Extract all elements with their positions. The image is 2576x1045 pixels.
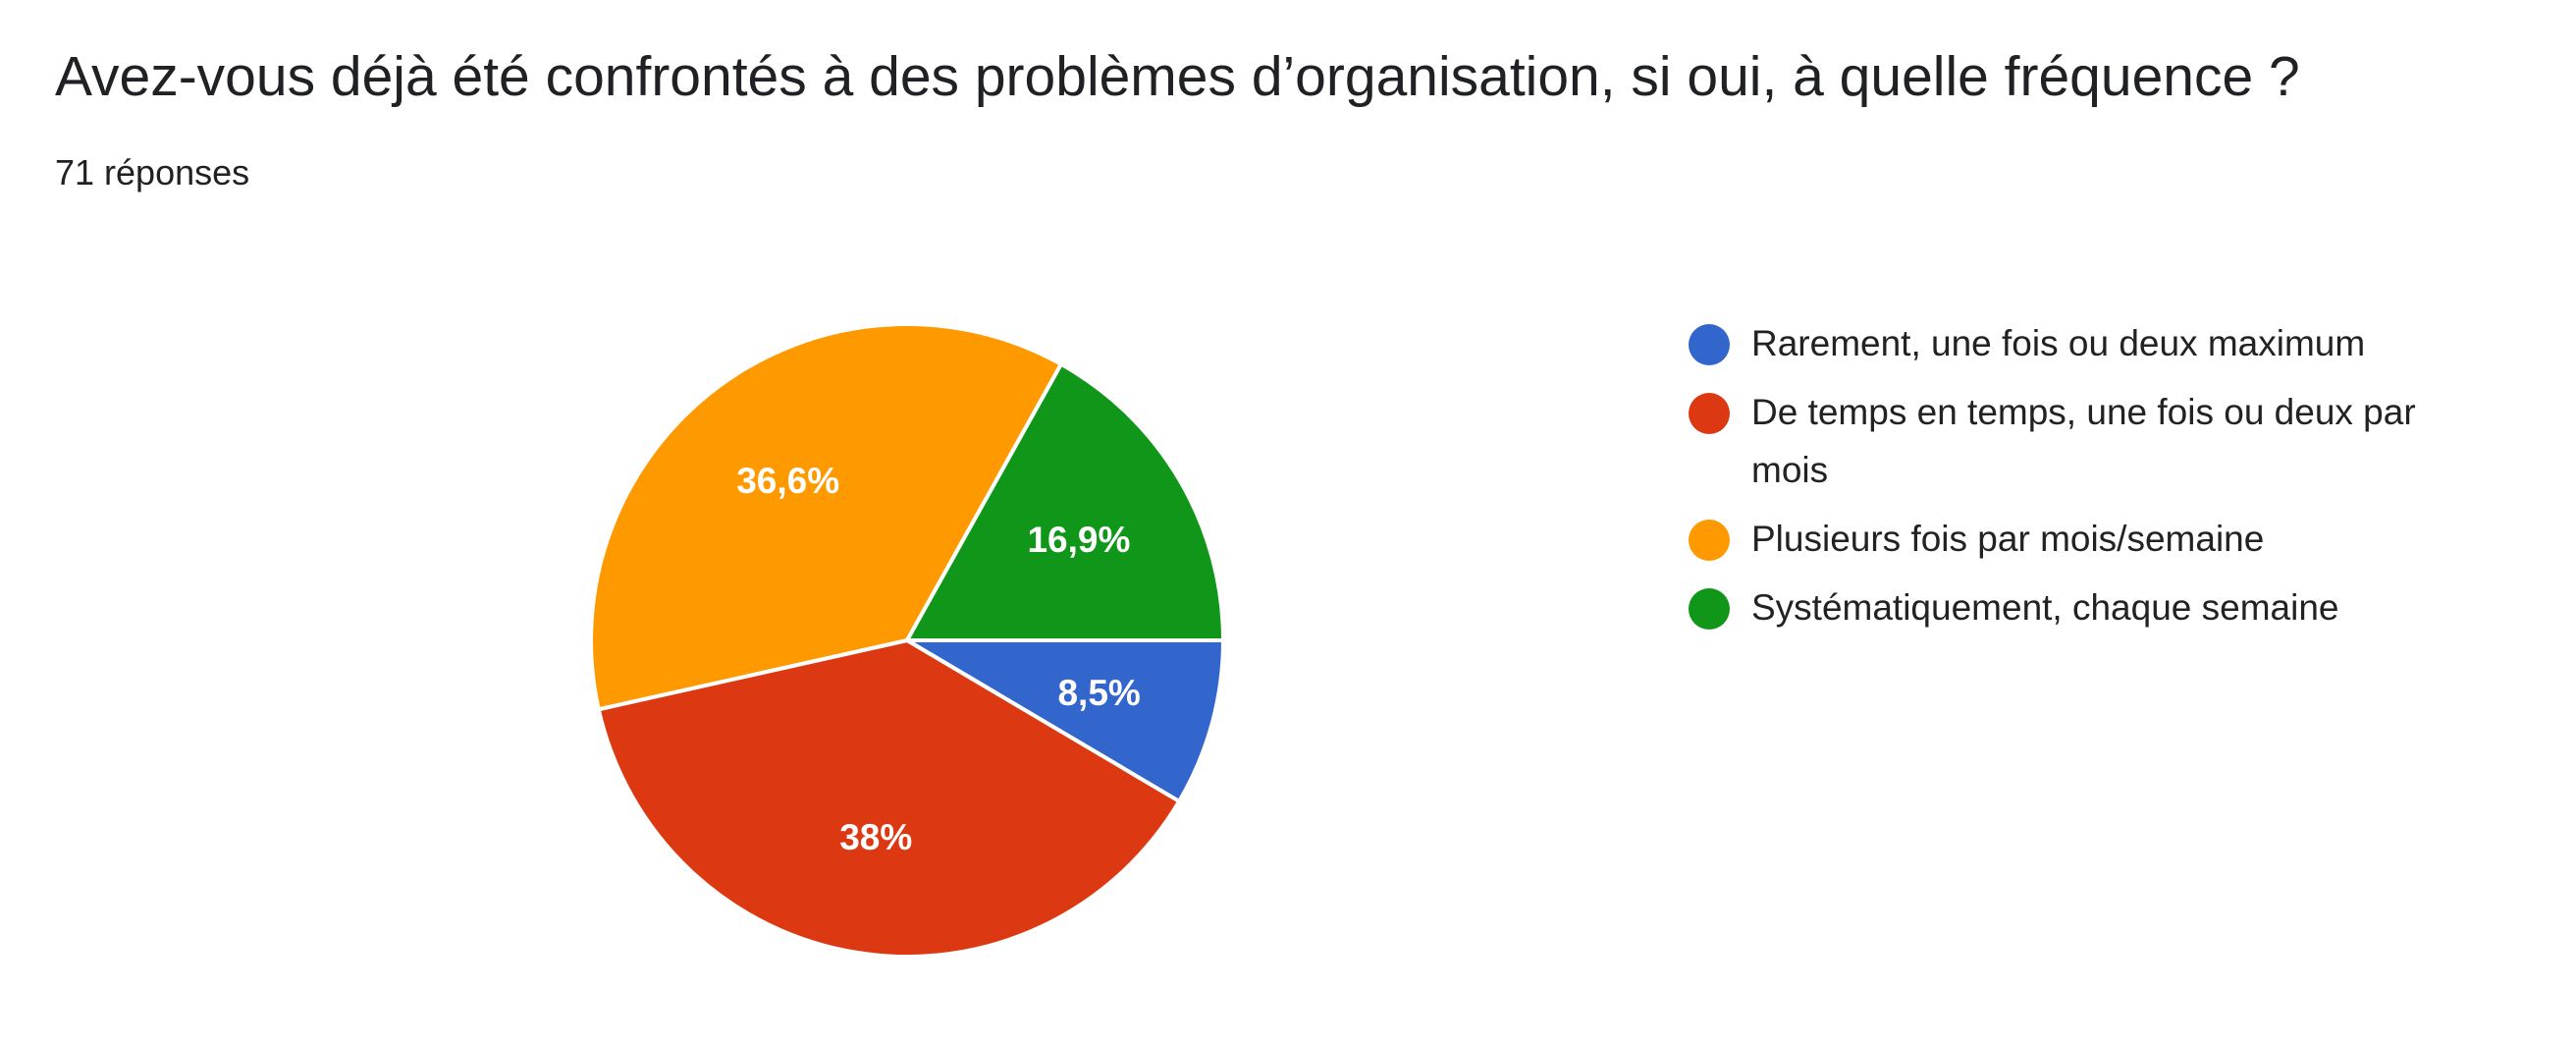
slice-percentage-label: 36,6% xyxy=(736,461,839,501)
pie-labels: 8,5% 38% 36,6% 16,9% xyxy=(736,461,1141,857)
legend-label: De temps en temps, une fois ou deux par … xyxy=(1751,392,2416,490)
question-title: Avez-vous déjà été confrontés à des prob… xyxy=(55,45,2300,108)
legend-label: Plusieurs fois par mois/semaine xyxy=(1751,519,2265,559)
slice-percentage-label: 8,5% xyxy=(1057,673,1140,713)
legend-label: Rarement, une fois ou deux maximum xyxy=(1751,323,2366,363)
legend-swatch xyxy=(1689,393,1730,434)
chart-legend: Rarement, une fois ou deux maximum De te… xyxy=(1689,314,2494,647)
pie-slice[interactable] xyxy=(905,638,1225,803)
pie-slice[interactable] xyxy=(905,361,1225,642)
pie-slice[interactable] xyxy=(596,638,1182,959)
pie-slices xyxy=(589,322,1225,959)
legend-item[interactable]: Systématiquement, chaque semaine xyxy=(1689,578,2494,636)
legend-swatch xyxy=(1689,588,1730,630)
legend-swatch xyxy=(1689,520,1730,561)
legend-item[interactable]: De temps en temps, une fois ou deux par … xyxy=(1689,383,2494,499)
legend-item[interactable]: Plusieurs fois par mois/semaine xyxy=(1689,510,2494,568)
slice-percentage-label: 38% xyxy=(839,817,912,857)
legend-item[interactable]: Rarement, une fois ou deux maximum xyxy=(1689,314,2494,372)
legend-label: Systématiquement, chaque semaine xyxy=(1751,587,2339,628)
response-count: 71 réponses xyxy=(55,152,250,192)
slice-percentage-label: 16,9% xyxy=(1027,520,1130,560)
pie-slice[interactable] xyxy=(589,322,1063,712)
legend-swatch xyxy=(1689,324,1730,365)
